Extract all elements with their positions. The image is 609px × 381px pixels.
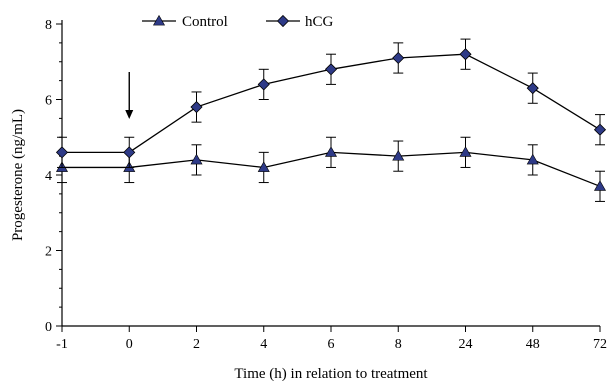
series-layer: [55, 38, 607, 202]
diamond-marker: [324, 63, 338, 76]
diamond-marker: [190, 100, 203, 114]
diamond-marker: [392, 51, 405, 65]
x-tick-label: 48: [526, 337, 540, 352]
y-tick-label: 0: [45, 320, 52, 335]
y-tick-label: 2: [45, 245, 52, 260]
series-hcg: [55, 38, 607, 168]
x-tick-label: 6: [328, 337, 335, 352]
triangle-marker: [392, 150, 405, 161]
x-tick-label: -1: [56, 337, 68, 352]
legend-label: Control: [182, 14, 228, 30]
x-tick-label: 72: [593, 337, 607, 352]
x-tick-label: 4: [260, 337, 267, 352]
triangle-marker: [257, 161, 270, 172]
triangle-marker: [459, 146, 472, 157]
legend-item-control: Control: [142, 14, 228, 30]
triangle-marker: [593, 180, 607, 191]
x-tick-label: 24: [459, 337, 473, 352]
x-tick-label: 8: [395, 337, 402, 352]
diamond-marker: [123, 146, 136, 159]
legend: Control hCG: [142, 14, 334, 30]
triangle-marker: [526, 153, 539, 165]
x-tick-label: 0: [126, 337, 133, 352]
diamond-marker: [257, 78, 270, 91]
triangle-marker: [190, 153, 203, 165]
legend-item-hcg: hCG: [266, 14, 334, 30]
diamond-marker: [593, 123, 607, 136]
series-control: [55, 136, 607, 202]
y-tick-label: 8: [45, 18, 52, 33]
treatment-arrow-head: [125, 110, 134, 119]
x-tick-label: 2: [193, 337, 200, 352]
diamond-marker: [459, 48, 472, 61]
legend-triangle-marker: [152, 14, 166, 26]
diamond-marker: [55, 146, 69, 159]
legend-label: hCG: [305, 14, 334, 30]
annotation-layer: [125, 72, 134, 119]
y-tick-label: 6: [45, 94, 52, 109]
y-tick-label: 4: [45, 169, 52, 184]
y-axis-title: Progesterone (ng/mL): [10, 109, 26, 241]
x-axis-title: Time (h) in relation to treatment: [234, 366, 428, 381]
legend-diamond-marker: [276, 14, 290, 28]
triangle-marker: [324, 146, 338, 157]
diamond-marker: [526, 82, 539, 95]
